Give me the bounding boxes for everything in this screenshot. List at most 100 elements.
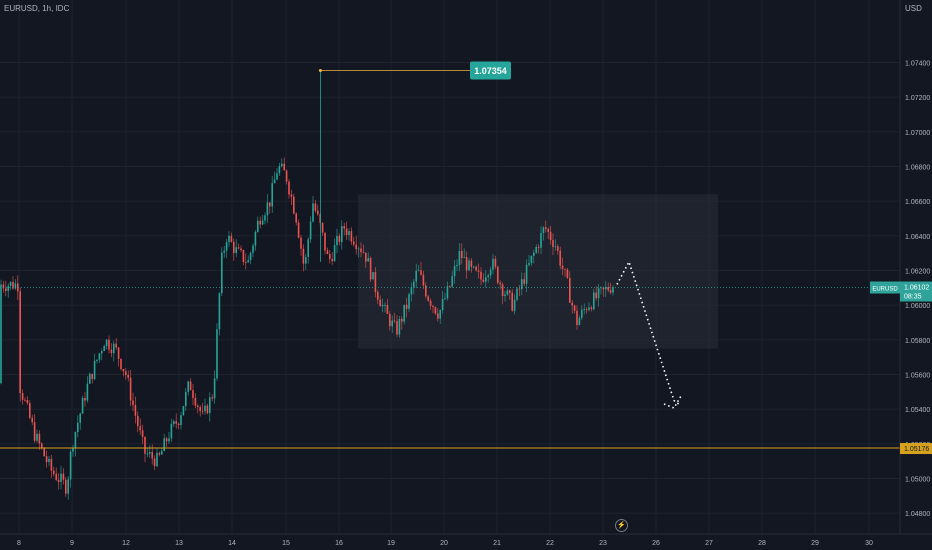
candle-body: [211, 397, 213, 399]
candle-body: [17, 283, 19, 292]
candle-body: [405, 304, 408, 309]
candle-body: [65, 479, 67, 494]
lightning-icon[interactable]: ⚡: [615, 519, 628, 532]
candle-body: [55, 473, 57, 480]
candle-body: [43, 447, 45, 457]
candle-body: [581, 309, 583, 318]
candle-body: [132, 400, 134, 406]
candle-body: [45, 456, 48, 463]
candle-body: [386, 304, 389, 314]
candle-body: [307, 239, 309, 257]
candle-body: [396, 321, 398, 335]
candle-body: [273, 179, 276, 184]
candle-body: [36, 433, 38, 441]
candle-body: [540, 233, 542, 248]
x-tick-label: 26: [652, 540, 660, 547]
candle-body: [14, 283, 17, 289]
candle-body: [209, 397, 211, 414]
candle-body: [338, 235, 341, 243]
candle-body: [206, 405, 209, 414]
candle-body: [429, 300, 432, 306]
candle-body: [297, 222, 300, 238]
candle-body: [230, 235, 233, 242]
candle-body: [271, 183, 273, 207]
candle-body: [533, 252, 535, 256]
candle-body: [269, 202, 271, 207]
candle-body: [33, 422, 36, 441]
candle-body: [379, 299, 381, 307]
candle-body: [151, 452, 153, 459]
candle-body: [9, 281, 12, 286]
candle-body: [564, 268, 566, 270]
candle-body: [120, 358, 122, 370]
candle-body: [485, 277, 487, 282]
candle-body: [365, 252, 367, 262]
x-tick-label: 13: [175, 540, 183, 547]
candle-body: [401, 318, 403, 322]
x-tick-label: 14: [228, 540, 236, 547]
x-tick-label: 21: [493, 540, 501, 547]
candle-body: [137, 415, 139, 427]
candle-body: [7, 285, 9, 291]
price-labels: EURUSD 1.06102 08:35 1.05176: [663, 281, 932, 455]
candle-body: [341, 226, 343, 243]
candle-body: [288, 181, 290, 195]
candle-body: [497, 266, 499, 283]
candle-body: [309, 221, 312, 240]
candle-body: [530, 255, 533, 263]
candle-body: [463, 257, 465, 258]
candle-body: [453, 266, 456, 277]
candle-body: [475, 266, 477, 271]
candle-body: [249, 252, 252, 261]
candle-body: [69, 451, 72, 480]
candle-body: [235, 247, 237, 254]
candle-body: [89, 373, 91, 384]
candle-body: [446, 286, 449, 299]
high-marker: 1.07354: [318, 61, 511, 262]
candle-body: [432, 305, 434, 308]
candle-body: [187, 381, 189, 392]
symbol-label[interactable]: EURUSD, 1h, IDC: [4, 4, 70, 13]
candle-body: [122, 369, 125, 372]
candle-body: [134, 405, 137, 416]
candle-body: [353, 241, 355, 245]
candles: [0, 157, 614, 500]
candle-body: [348, 231, 350, 236]
candle-body: [38, 433, 41, 444]
candle-body: [324, 232, 326, 251]
high-point: [318, 69, 322, 73]
candle-body: [266, 202, 269, 216]
time-axis[interactable]: 8 9 12 13 14 15 16 19 20 21 22 23 26 27 28 29 30: [17, 540, 873, 547]
candle-body: [329, 253, 331, 259]
candle-body: [189, 381, 192, 391]
candle-body: [278, 166, 281, 174]
candle-body: [413, 281, 415, 288]
candle-body: [441, 298, 444, 311]
candle-body: [194, 397, 197, 406]
candle-body: [576, 310, 578, 325]
x-tick-label: 28: [758, 540, 766, 547]
candle-body: [185, 391, 187, 407]
candle-body: [221, 252, 223, 294]
candle-body: [158, 453, 161, 455]
candle-body: [516, 288, 518, 300]
y-tick-label: 1.06200: [905, 269, 930, 276]
candle-body: [525, 264, 528, 284]
candle-body: [331, 258, 333, 262]
candle-body: [360, 248, 362, 252]
candle-body: [254, 231, 257, 246]
y-tick-label: 1.05000: [905, 477, 930, 484]
candle-body: [377, 292, 379, 300]
candle-body: [2, 284, 5, 289]
candle-body: [336, 235, 338, 246]
current-price-text: 1.06102: [904, 285, 929, 292]
candle-body: [74, 432, 77, 448]
candle-body: [410, 287, 413, 295]
candle-body: [127, 374, 129, 378]
candle-body: [403, 304, 405, 322]
candle-body: [542, 227, 545, 234]
candle-body: [593, 292, 595, 310]
candle-body: [156, 453, 158, 467]
candle-body: [240, 248, 242, 251]
